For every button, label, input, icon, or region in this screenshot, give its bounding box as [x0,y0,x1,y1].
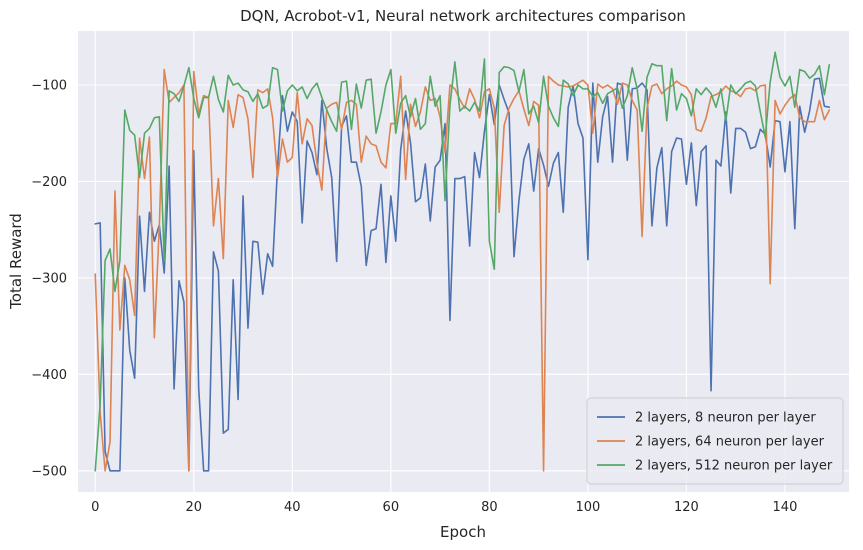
series-lines [94,51,831,472]
x-tick-label: 140 [773,500,798,515]
y-tick-label: −400 [31,368,67,383]
legend-label: 2 layers, 64 neuron per layer [635,435,825,450]
legend-box [586,397,844,485]
x-tick-label: 80 [481,500,498,515]
x-tick-label: 60 [383,500,400,515]
x-axis-label: Epoch [440,523,486,541]
x-tick-label: 40 [284,500,301,515]
y-tick-label: −300 [31,271,67,286]
legend-label: 2 layers, 512 neuron per layer [635,459,833,474]
legend-label: 2 layers, 8 neuron per layer [635,411,816,426]
series-line [94,68,831,472]
series-line [94,51,831,472]
legend: 2 layers, 8 neuron per layer 2 layers, 64… [586,397,844,485]
axis-ticks: 0 20 40 60 80 100 120 140 −500 −400 −300 −200 −100 [31,79,797,515]
series-line [94,77,831,472]
x-tick-label: 100 [575,500,600,515]
y-axis-label: Total Reward [7,213,25,310]
y-tick-label: −200 [31,175,67,190]
y-tick-label: −500 [31,464,67,479]
chart-title: DQN, Acrobot-v1, Neural network architec… [240,7,686,25]
x-tick-label: 120 [674,500,699,515]
y-tick-label: −100 [31,79,67,94]
x-tick-label: 0 [91,500,99,515]
x-tick-label: 20 [185,500,202,515]
